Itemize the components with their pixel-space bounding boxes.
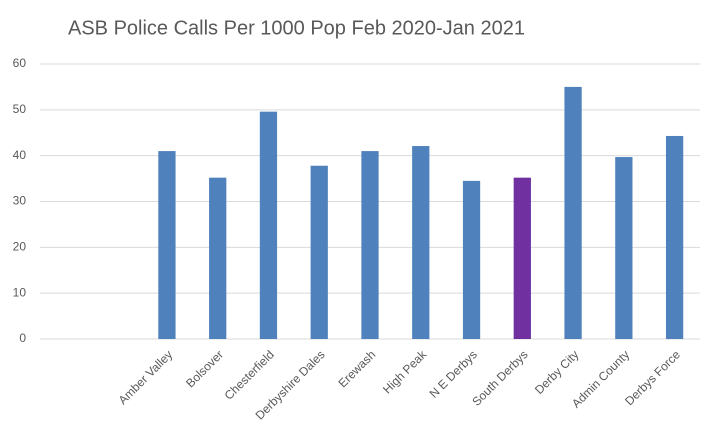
bar	[310, 165, 328, 339]
bar	[259, 111, 278, 340]
y-tick-label: 40	[13, 148, 27, 162]
bar	[158, 151, 176, 339]
chart-title: ASB Police Calls Per 1000 Pop Feb 2020-J…	[68, 17, 525, 39]
bar	[209, 177, 227, 339]
y-tick-label: 10	[13, 285, 27, 299]
bar	[513, 177, 531, 339]
y-tick-label: 0	[19, 331, 26, 345]
bar	[564, 86, 582, 340]
bar	[462, 180, 481, 339]
y-tick-label: 60	[13, 56, 27, 70]
y-tick-label: 30	[13, 194, 27, 208]
bar	[665, 135, 684, 339]
bar	[361, 151, 379, 339]
y-tick-label: 20	[13, 240, 27, 254]
bar	[615, 157, 633, 339]
bar	[412, 146, 430, 339]
y-tick-label: 50	[13, 102, 27, 116]
